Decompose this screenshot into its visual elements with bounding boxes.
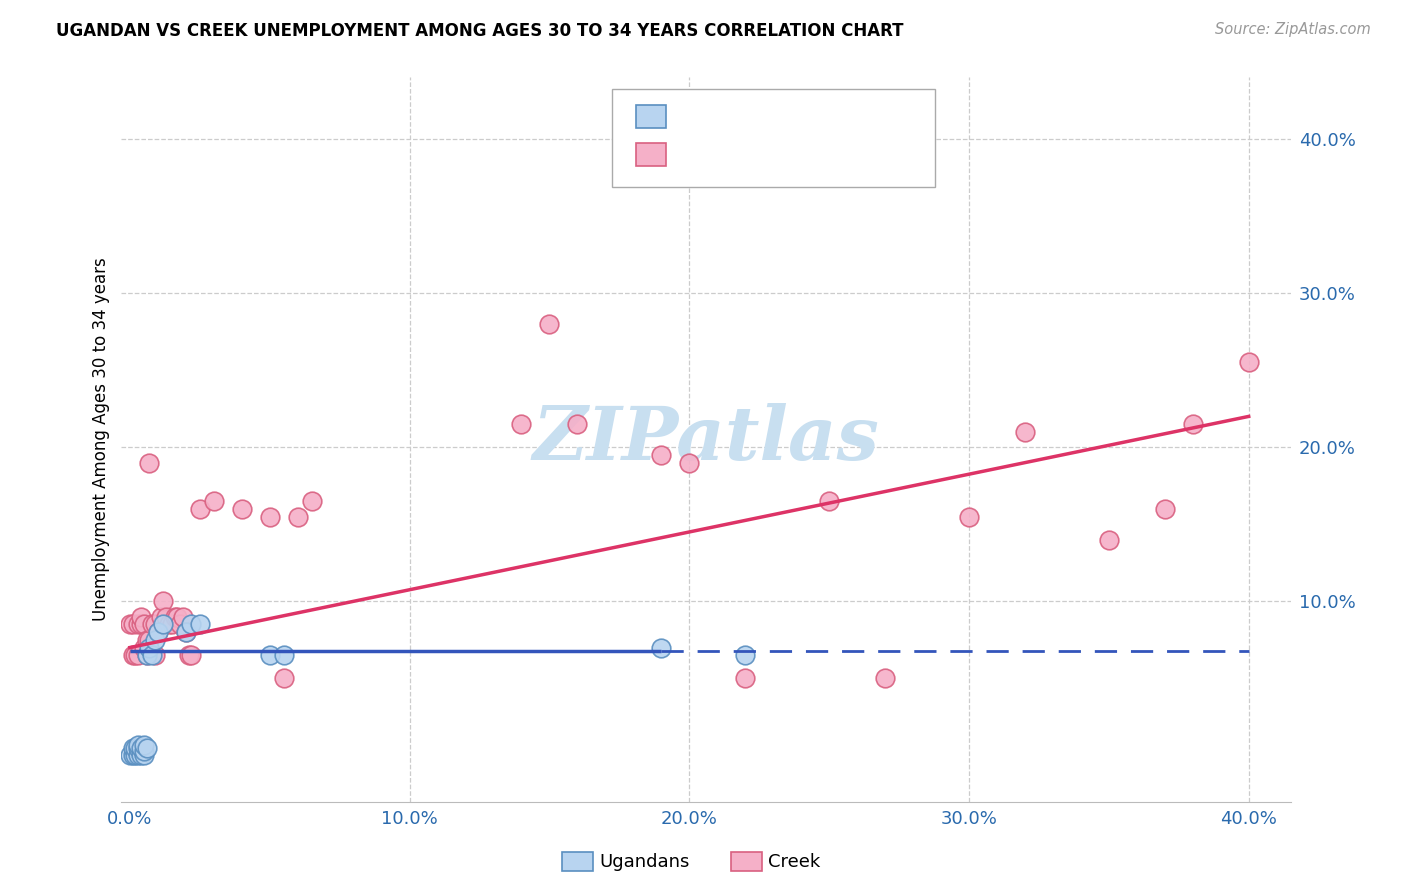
Text: Source: ZipAtlas.com: Source: ZipAtlas.com bbox=[1215, 22, 1371, 37]
Point bbox=[135, 740, 157, 755]
Point bbox=[146, 625, 169, 640]
Point bbox=[287, 509, 309, 524]
Point bbox=[818, 494, 841, 508]
Text: 51: 51 bbox=[825, 145, 851, 163]
Point bbox=[301, 494, 323, 508]
Point bbox=[538, 317, 561, 331]
Point bbox=[188, 501, 211, 516]
Point bbox=[127, 738, 149, 752]
Point bbox=[1014, 425, 1036, 439]
Point bbox=[734, 671, 756, 685]
Point bbox=[873, 671, 896, 685]
Point bbox=[132, 744, 155, 758]
Point bbox=[127, 617, 149, 632]
Point bbox=[172, 609, 194, 624]
Point bbox=[143, 617, 166, 632]
Point bbox=[132, 640, 155, 655]
Point bbox=[273, 648, 295, 663]
Point bbox=[1153, 501, 1175, 516]
Point bbox=[510, 417, 533, 431]
Point bbox=[135, 648, 157, 663]
Point bbox=[132, 738, 155, 752]
Point bbox=[180, 617, 202, 632]
Text: Ugandans: Ugandans bbox=[599, 853, 689, 871]
Point bbox=[141, 617, 163, 632]
Point bbox=[169, 617, 191, 632]
Point bbox=[127, 740, 149, 755]
Point bbox=[231, 501, 253, 516]
Point bbox=[166, 609, 188, 624]
Point bbox=[160, 617, 183, 632]
Point bbox=[121, 748, 143, 763]
Point bbox=[180, 648, 202, 663]
Point bbox=[188, 617, 211, 632]
Point bbox=[124, 648, 146, 663]
Point bbox=[129, 609, 152, 624]
Point bbox=[152, 617, 174, 632]
Point bbox=[138, 456, 160, 470]
Point bbox=[957, 509, 980, 524]
Text: -0.011: -0.011 bbox=[706, 108, 770, 126]
Point bbox=[650, 448, 672, 462]
Point bbox=[202, 494, 225, 508]
Point bbox=[121, 617, 143, 632]
Point bbox=[157, 617, 180, 632]
Point bbox=[163, 609, 186, 624]
Point bbox=[127, 748, 149, 763]
Point bbox=[143, 632, 166, 647]
Point bbox=[127, 648, 149, 663]
Point bbox=[259, 509, 281, 524]
Point bbox=[155, 609, 177, 624]
Point bbox=[138, 632, 160, 647]
Point bbox=[174, 625, 197, 640]
Text: R =: R = bbox=[678, 108, 717, 126]
Point bbox=[149, 609, 172, 624]
Point bbox=[132, 617, 155, 632]
Point bbox=[1181, 417, 1204, 431]
Text: Creek: Creek bbox=[768, 853, 820, 871]
Text: N =: N = bbox=[797, 108, 837, 126]
Text: N =: N = bbox=[797, 145, 837, 163]
Point bbox=[121, 740, 143, 755]
Point bbox=[678, 456, 700, 470]
Point bbox=[174, 625, 197, 640]
Point bbox=[118, 617, 141, 632]
Point bbox=[734, 648, 756, 663]
Point bbox=[124, 740, 146, 755]
Point bbox=[141, 648, 163, 663]
Text: 0.372: 0.372 bbox=[706, 145, 762, 163]
Point bbox=[118, 748, 141, 763]
Point bbox=[135, 648, 157, 663]
Text: ZIPatlas: ZIPatlas bbox=[533, 403, 880, 475]
Point bbox=[177, 648, 200, 663]
Point bbox=[129, 740, 152, 755]
Point bbox=[132, 748, 155, 763]
Y-axis label: Unemployment Among Ages 30 to 34 years: Unemployment Among Ages 30 to 34 years bbox=[93, 258, 110, 622]
Point bbox=[567, 417, 589, 431]
Point bbox=[650, 640, 672, 655]
Point bbox=[152, 594, 174, 608]
Point bbox=[1098, 533, 1121, 547]
Point bbox=[124, 748, 146, 763]
Point bbox=[135, 632, 157, 647]
Text: 27: 27 bbox=[825, 108, 851, 126]
Point bbox=[1237, 355, 1260, 369]
Text: UGANDAN VS CREEK UNEMPLOYMENT AMONG AGES 30 TO 34 YEARS CORRELATION CHART: UGANDAN VS CREEK UNEMPLOYMENT AMONG AGES… bbox=[56, 22, 904, 40]
Point bbox=[259, 648, 281, 663]
Point bbox=[138, 640, 160, 655]
Text: R =: R = bbox=[678, 145, 717, 163]
Point bbox=[129, 748, 152, 763]
Point bbox=[273, 671, 295, 685]
Point bbox=[143, 648, 166, 663]
Point bbox=[146, 625, 169, 640]
Point bbox=[121, 648, 143, 663]
Point bbox=[129, 617, 152, 632]
